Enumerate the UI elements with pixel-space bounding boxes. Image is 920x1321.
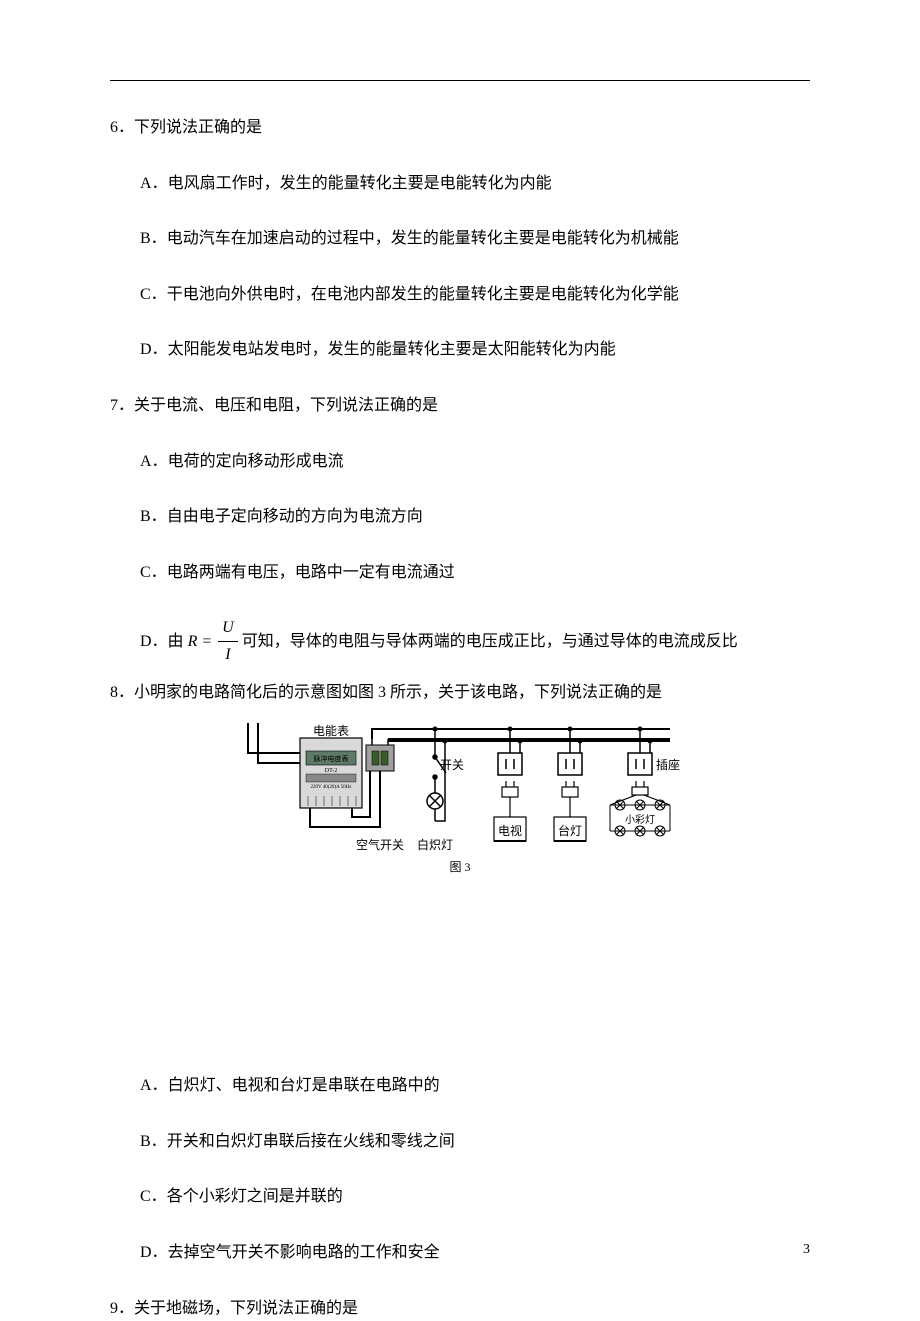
q8-opt-b: B．开关和白炽灯串联后接在火线和零线之间 bbox=[140, 1129, 810, 1155]
q8-opt-d: D．去掉空气开关不影响电路的工作和安全 bbox=[140, 1240, 810, 1266]
air-switch-label: 空气开关 bbox=[356, 837, 404, 852]
opt-text: 去掉空气开关不影响电路的工作和安全 bbox=[168, 1240, 440, 1266]
opt-label: D． bbox=[140, 337, 168, 363]
page-number: 3 bbox=[803, 1242, 810, 1258]
q7-opt-c: C．电路两端有电压，电路中一定有电流通过 bbox=[140, 560, 810, 586]
opt-label: B． bbox=[140, 504, 167, 530]
page: 6．下列说法正确的是 A．电风扇工作时，发生的能量转化主要是电能转化为内能 B．… bbox=[0, 0, 920, 1302]
q6-opt-c: C．干电池向外供电时，在电池内部发生的能量转化主要是电能转化为化学能 bbox=[140, 282, 810, 308]
q8-opt-a: A．白炽灯、电视和台灯是串联在电路中的 bbox=[140, 1073, 810, 1099]
meter-sub1: 脉冲电度表 bbox=[314, 754, 349, 763]
socket-label: 插座 bbox=[656, 757, 680, 772]
q7-stem: 7．关于电流、电压和电阻，下列说法正确的是 bbox=[110, 393, 810, 419]
opt-text: 干电池向外供电时，在电池内部发生的能量转化主要是电能转化为化学能 bbox=[167, 282, 679, 308]
opt-text: 电动汽车在加速启动的过程中，发生的能量转化主要是电能转化为机械能 bbox=[167, 226, 679, 252]
opt-text: 太阳能发电站发电时，发生的能量转化主要是太阳能转化为内能 bbox=[168, 337, 616, 363]
opt-text: 各个小彩灯之间是并联的 bbox=[167, 1184, 343, 1210]
meter-line1: 220V 40(20)A 50Hz bbox=[310, 785, 352, 790]
q9-stem: 9．关于地磁场，下列说法正确的是 bbox=[110, 1296, 810, 1321]
bulb-label: 白炽灯 bbox=[417, 837, 453, 852]
q6-opt-a: A．电风扇工作时，发生的能量转化主要是电能转化为内能 bbox=[140, 171, 810, 197]
opt-label: A． bbox=[140, 1073, 168, 1099]
diagram-caption: 图 3 bbox=[449, 860, 470, 874]
energy-meter-icon: 脉冲电度表 DT-2 220V 40(20)A 50Hz bbox=[300, 738, 362, 808]
q6-opt-d: D．太阳能发电站发电时，发生的能量转化主要是太阳能转化为内能 bbox=[140, 337, 810, 363]
q7-opt-b: B．自由电子定向移动的方向为电流方向 bbox=[140, 504, 810, 530]
opt-label: C． bbox=[140, 282, 167, 308]
opt-label: C． bbox=[140, 1184, 167, 1210]
opt-label: B． bbox=[140, 226, 167, 252]
opt-label: B． bbox=[140, 1129, 167, 1155]
frac-den: I bbox=[221, 642, 234, 668]
frac-num: U bbox=[218, 615, 238, 642]
q7d-eq-left: R = bbox=[188, 629, 213, 655]
opt-label: D． bbox=[140, 1240, 168, 1266]
q8-stem: 8．小明家的电路简化后的示意图如图 3 所示，关于该电路，下列说法正确的是 bbox=[110, 680, 810, 706]
q7-opt-d: D．由 R = U I 可知，导体的电阻与导体两端的电压成正比，与通过导体的电流… bbox=[140, 615, 810, 667]
q8-opt-c: C．各个小彩灯之间是并联的 bbox=[140, 1184, 810, 1210]
air-switch-icon bbox=[366, 739, 394, 771]
q7d-pre: D．由 bbox=[140, 629, 184, 655]
circuit-diagram: 脉冲电度表 DT-2 220V 40(20)A 50Hz bbox=[110, 723, 810, 893]
opt-text: 自由电子定向移动的方向为电流方向 bbox=[167, 504, 423, 530]
opt-text: 电荷的定向移动形成电流 bbox=[168, 449, 344, 475]
q7-opt-a: A．电荷的定向移动形成电流 bbox=[140, 449, 810, 475]
opt-text: 白炽灯、电视和台灯是串联在电路中的 bbox=[168, 1073, 440, 1099]
color-lamp-label: 小彩灯 bbox=[625, 814, 655, 826]
meter-title-label: 电能表 bbox=[313, 724, 349, 738]
tv-label: 电视 bbox=[498, 823, 522, 838]
meter-sub2: DT-2 bbox=[325, 768, 337, 774]
top-rule bbox=[110, 80, 810, 81]
circuit-svg: 脉冲电度表 DT-2 220V 40(20)A 50Hz bbox=[240, 723, 680, 893]
opt-text: 电风扇工作时，发生的能量转化主要是电能转化为内能 bbox=[168, 171, 552, 197]
opt-label: A． bbox=[140, 171, 168, 197]
opt-label: A． bbox=[140, 449, 168, 475]
opt-label: C． bbox=[140, 560, 167, 586]
q6-stem: 6．下列说法正确的是 bbox=[110, 115, 810, 141]
lamp-label: 台灯 bbox=[558, 823, 582, 838]
opt-text: 电路两端有电压，电路中一定有电流通过 bbox=[167, 560, 455, 586]
opt-text: 开关和白炽灯串联后接在火线和零线之间 bbox=[167, 1129, 455, 1155]
q6-opt-b: B．电动汽车在加速启动的过程中，发生的能量转化主要是电能转化为机械能 bbox=[140, 226, 810, 252]
content: 6．下列说法正确的是 A．电风扇工作时，发生的能量转化主要是电能转化为内能 B．… bbox=[110, 115, 810, 1321]
switch-label: 开关 bbox=[440, 758, 464, 772]
fraction: U I bbox=[218, 615, 238, 667]
q7d-post: 可知，导体的电阻与导体两端的电压成正比，与通过导体的电流成反比 bbox=[242, 629, 738, 655]
